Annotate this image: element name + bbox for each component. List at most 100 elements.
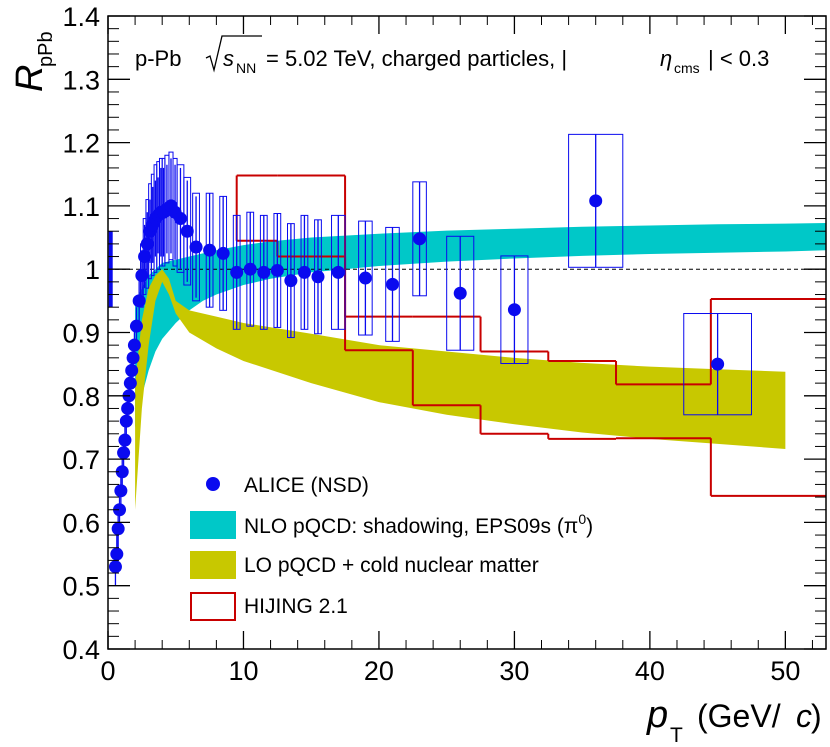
hijing-bin-1 [277,174,346,258]
hijing-bin-7 [710,297,826,497]
alice-marker [113,503,127,517]
nlo-band [135,222,826,428]
alice-point-43 [385,227,399,342]
alice-marker [121,401,135,415]
y-tick-label-5: 0.9 [62,319,100,349]
x-tick-label-2: 20 [364,656,394,686]
alice-marker [331,265,345,279]
alice-marker [203,243,217,257]
annotation-eta-cut: | < 0.3 [708,46,769,71]
y-axis-title-sub: pPb [35,31,57,67]
x-axis-title-unit-c: c [796,698,812,734]
legend-label-nlo-close: ) [586,515,593,538]
alice-point-37 [270,213,284,328]
alice-point-40 [311,219,325,334]
alice-marker [297,265,311,279]
alice-point-38 [284,223,298,338]
hijing-bin-0 [236,174,278,242]
alice-marker [270,263,284,277]
alice-marker [257,265,271,279]
x-axis-title-p: p [646,694,668,736]
alice-marker [243,262,257,276]
x-axis-title: p T (GeV/ c ) [646,694,822,747]
alice-point-32 [203,193,217,308]
y-tick-label-1: 0.5 [62,572,100,602]
y-tick-label-3: 0.7 [62,445,100,475]
alice-marker [111,522,125,536]
alice-marker [118,433,132,447]
collision-annotation: p-Pb s NN = 5.02 TeV, charged particles,… [135,35,769,76]
alice-marker [216,246,230,260]
alice-point-48 [711,313,725,415]
annotation-energy-subscript: NN [236,60,256,76]
y-tick-label-4: 0.8 [62,382,100,412]
alice-marker [114,484,128,498]
alice-marker [230,265,244,279]
alice-marker [129,319,143,333]
alice-marker [135,269,149,283]
axis-ticks: 0 10 20 30 40 50 0.4 0.5 0.6 0.7 0.8 0.9 1 1.1 1.2 1.3 1… [62,2,826,686]
alice-point-35 [243,212,257,327]
x-tick-label-1: 10 [228,656,258,686]
alice-marker [140,237,154,251]
alice-marker [125,363,139,377]
alice-marker [358,271,372,285]
alice-marker [110,547,124,561]
alice-marker [117,446,131,460]
alice-marker [138,250,152,264]
alice-marker [189,240,203,254]
alice-marker [284,274,298,288]
alice-marker [127,338,141,352]
alice-marker [711,357,725,371]
alice-point-42 [358,221,372,336]
annotation-energy-value: = 5.02 TeV, charged particles, | [266,46,567,71]
alice-point-31 [189,196,203,298]
y-tick-label-0: 0.4 [62,635,100,665]
legend-swatch-nlo [190,511,236,539]
alice-marker [589,194,603,208]
y-tick-label-7: 1.1 [62,192,100,222]
alice-marker [507,303,521,317]
alice-marker [115,465,129,479]
y-tick-label-9: 1.3 [62,65,100,95]
legend-label-alice: ALICE (NSD) [244,474,369,497]
alice-point-34 [230,215,244,330]
alice-data-points [108,134,725,586]
alice-marker [311,270,325,284]
x-axis-title-unit-pre: (GeV/ [697,698,781,734]
legend-item-hijing: HIJING 2.1 [190,592,348,621]
annotation-system: p-Pb [135,46,181,71]
legend-swatch-hijing [190,592,236,621]
y-tick-label-8: 1.2 [62,129,100,159]
alice-marker [180,224,194,238]
alice-point-14 [127,326,141,365]
x-tick-label-3: 30 [499,656,529,686]
y-axis-title: R pPb [9,31,57,92]
legend-label-nlo-text: NLO pQCD: shadowing, EPS09s (π [244,515,578,538]
alice-marker [119,414,133,428]
sqrt-icon [205,35,262,73]
y-tick-label-6: 1 [85,255,100,285]
alice-marker [385,277,399,291]
alice-marker [126,351,140,365]
legend-label-nlo-sup: 0 [578,511,586,527]
alice-point-39 [297,215,311,330]
legend-swatch-lo [190,551,236,579]
alice-point-46 [507,255,521,364]
legend-label-hijing: HIJING 2.1 [244,595,348,618]
legend: ALICE (NSD) NLO pQCD: shadowing, EPS09s … [190,474,593,621]
alice-point-44 [413,181,427,296]
x-tick-label-0: 0 [100,656,115,686]
hijing-bin-2 [345,315,413,352]
annotation-eta-symbol: η [660,46,672,71]
y-tick-label-2: 0.6 [62,508,100,538]
y-tick-label-10: 1.4 [62,2,100,32]
hijing-bin-5 [548,359,617,440]
legend-item-lo: LO pQCD + cold nuclear matter [190,551,539,579]
alice-point-33 [216,196,230,311]
alice-point-30 [180,180,194,282]
legend-label-lo: LO pQCD + cold nuclear matter [244,554,539,577]
alice-marker [132,294,146,308]
x-tick-label-5: 50 [770,656,800,686]
